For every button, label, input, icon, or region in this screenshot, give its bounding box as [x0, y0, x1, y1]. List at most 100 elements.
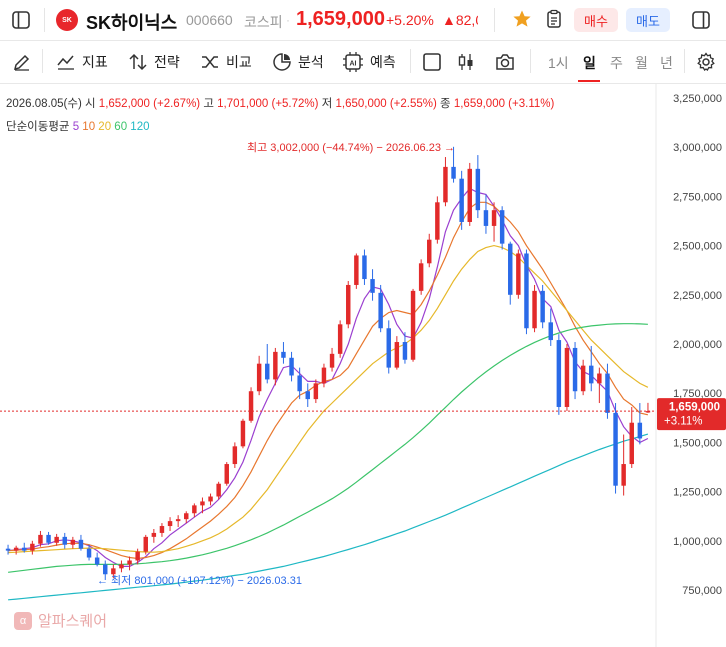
candle-body [192, 505, 197, 514]
indicators-button[interactable]: 지표 [56, 50, 108, 74]
candle-body [216, 483, 221, 497]
candle-body [362, 255, 367, 280]
candle-body [402, 342, 408, 360]
candle-body [613, 412, 618, 486]
candle-body [629, 422, 634, 465]
divider [684, 49, 685, 73]
divider [494, 8, 495, 32]
candle-body [208, 496, 213, 502]
moving-average-lines [8, 187, 649, 601]
strategy-button[interactable]: 전략 [128, 50, 180, 74]
ma-legend-20: 20 [98, 121, 112, 133]
strategy-label: 전략 [154, 54, 180, 70]
candle-body [5, 548, 11, 551]
candle-body [94, 557, 100, 565]
ai-chip-icon: AI [343, 52, 363, 72]
candle-body [248, 391, 254, 421]
candle-body [297, 375, 302, 392]
candles [5, 146, 651, 580]
divider [530, 49, 531, 73]
fullscreen-button[interactable] [422, 50, 442, 74]
candle-body [38, 534, 43, 544]
y-tick-label: 3,250,000 [673, 93, 722, 105]
candle-body [524, 253, 529, 329]
period-year[interactable]: 년 [660, 55, 673, 71]
candle-body [499, 210, 505, 244]
note-icon[interactable] [543, 8, 565, 30]
ma-legend[interactable]: 단순이동평균 5 10 20 60 120 [6, 118, 149, 134]
chart-type-button[interactable] [456, 50, 476, 74]
active-period-underline [578, 80, 600, 82]
ma-20-line [8, 244, 649, 554]
candle-body [62, 536, 67, 545]
candle-body [232, 446, 238, 465]
candle-body [143, 536, 148, 552]
y-tick-label: 1,500,000 [673, 437, 722, 449]
draw-tool-button[interactable] [12, 50, 32, 74]
candle-body [281, 351, 286, 358]
candle-body [427, 239, 432, 264]
analysis-icon [273, 53, 291, 71]
candle-body [483, 210, 489, 226]
settings-button[interactable] [696, 50, 716, 74]
strategy-icon [129, 53, 147, 71]
candle-body [313, 383, 319, 400]
current-price-pct: +3.11% [664, 416, 702, 428]
top-bar: SK SK하이닉스 000660 코스피 · 1,659,000 +5.20% … [0, 0, 726, 41]
candle-body [135, 551, 140, 561]
analysis-button[interactable]: 분석 [272, 50, 324, 74]
candle-body [394, 342, 400, 368]
high-label: 고 [203, 98, 214, 110]
candle-body [224, 464, 229, 484]
candle-body [22, 547, 27, 551]
candle-body [151, 532, 157, 537]
analysis-label: 분석 [298, 54, 324, 70]
ma-legend-5: 5 [72, 121, 80, 133]
stock-name[interactable]: SK하이닉스 [86, 13, 178, 33]
candle-body [305, 391, 310, 400]
screenshot-button[interactable] [494, 50, 516, 74]
candle-body [556, 340, 562, 407]
candle-body [329, 353, 335, 368]
sidebar-toggle-icon[interactable] [10, 9, 32, 31]
candle-body [159, 526, 165, 533]
candle-body [637, 422, 643, 439]
change-amount: ▲82,000 [442, 12, 478, 28]
y-tick-label: 1,250,000 [673, 487, 722, 499]
sell-button[interactable]: 매도 [626, 8, 670, 32]
stock-logo-text: SK [62, 16, 72, 24]
candle-body [508, 243, 513, 295]
y-tick-label: 2,500,000 [673, 241, 722, 253]
ma-legend-label: 단순이동평균 [6, 121, 70, 133]
forecast-button[interactable]: AI 예측 [342, 50, 396, 74]
candle-body [337, 324, 343, 354]
period-week[interactable]: 주 [610, 55, 623, 71]
candle-body [54, 536, 59, 543]
ma-120-line [8, 433, 649, 601]
y-tick-label: 2,750,000 [673, 191, 722, 203]
ma-10-line [8, 201, 649, 560]
ma-5-line [8, 187, 649, 568]
candle-body [475, 168, 481, 211]
period-day[interactable]: 일 [583, 55, 596, 71]
compare-button[interactable]: 비교 [200, 50, 252, 74]
period-month[interactable]: 월 [635, 55, 648, 71]
period-hour[interactable]: 1시 [548, 55, 569, 71]
candle-body [321, 367, 327, 384]
candle-body [240, 420, 246, 447]
candle-body [378, 292, 383, 329]
stock-code: 000660 [186, 12, 233, 28]
forecast-label: 예측 [370, 54, 396, 70]
star-icon[interactable] [511, 8, 533, 30]
candle-body [435, 202, 440, 240]
panel-layout-icon[interactable] [690, 9, 712, 31]
candle-body [621, 464, 626, 486]
candle-body [459, 178, 464, 222]
ma-60-line [8, 323, 648, 573]
candle-body [70, 539, 76, 545]
buy-button[interactable]: 매수 [574, 8, 618, 32]
candle-body [386, 328, 391, 368]
divider [410, 49, 411, 73]
y-axis[interactable]: 3,250,000 3,000,000 2,750,000 2,500,000 2,25… [673, 93, 722, 597]
